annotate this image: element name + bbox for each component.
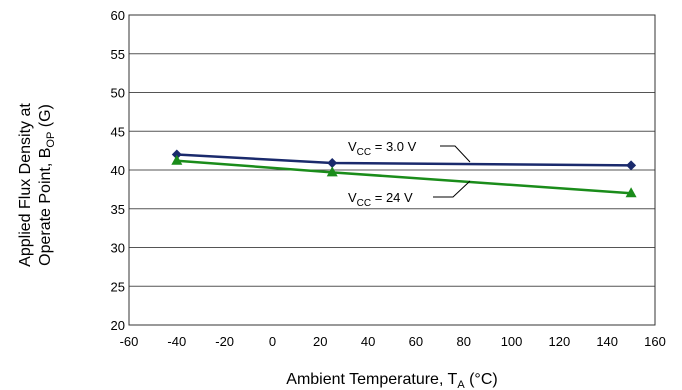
series-1	[171, 149, 637, 171]
data-point-diamond	[327, 158, 338, 169]
y-tick-label: 40	[111, 163, 125, 178]
y-tick-labels: 20 25 30 35 40 45 50 55 60	[111, 8, 125, 333]
series-label-sub: CC	[357, 198, 371, 209]
series-label-main: V	[348, 139, 357, 154]
y-axis-title-line2: Operate Point, BOP (G)	[37, 104, 57, 266]
x-axis-title-main: Ambient Temperature, T	[286, 371, 457, 388]
x-tick-label: 100	[501, 334, 523, 349]
x-tick-label: 60	[409, 334, 423, 349]
x-axis-title-tail: (°C)	[465, 371, 498, 388]
series-line	[176, 153, 632, 167]
data-point-triangle	[171, 154, 183, 165]
series-label-sub: CC	[357, 147, 371, 158]
data-point-diamond	[626, 160, 637, 171]
y-tick-label: 35	[111, 202, 125, 217]
leader-line	[440, 145, 471, 163]
x-tick-label: -60	[120, 334, 139, 349]
x-tick-label: -40	[167, 334, 186, 349]
x-tick-label: 80	[456, 334, 470, 349]
x-tick-label: 20	[313, 334, 327, 349]
y-tick-label: 60	[111, 8, 125, 23]
data-point-diamond	[171, 149, 182, 160]
series-label-main: V	[348, 190, 357, 205]
y-tick-label: 25	[111, 279, 125, 294]
series-label-1: VCC = 3.0 V	[348, 139, 417, 158]
y-axis-title-line2-tail: (G)	[37, 104, 54, 132]
y-axis-title-line2-sub: OP	[45, 132, 57, 148]
gridlines	[129, 53, 655, 287]
data-point-triangle	[625, 187, 637, 198]
y-tick-label: 20	[111, 318, 125, 333]
plot-frame	[128, 14, 656, 326]
x-tick-label: 140	[596, 334, 618, 349]
y-tick-label: 30	[111, 241, 125, 256]
series-label-tail: = 24 V	[371, 190, 413, 205]
leader-line	[433, 180, 471, 198]
y-tick-label: 50	[111, 86, 125, 101]
x-tick-labels: -60 -40 -20 0 20 40 60 80 100 120 140 160	[120, 334, 666, 349]
y-tick-label: 45	[111, 124, 125, 139]
series-label-tail: = 3.0 V	[371, 139, 416, 154]
y-tick-label: 55	[111, 47, 125, 62]
x-tick-label: 120	[549, 334, 571, 349]
x-axis-title: Ambient Temperature, TA (°C)	[286, 371, 497, 390]
series-2	[171, 154, 637, 198]
y-axis-title-line1: Applied Flux Density at	[17, 103, 34, 267]
x-tick-label: -20	[215, 334, 234, 349]
series-label-2: VCC = 24 V	[348, 190, 413, 209]
series-lines	[171, 149, 637, 198]
x-tick-label: 40	[361, 334, 375, 349]
plot-border	[128, 14, 656, 326]
data-point-triangle	[326, 166, 338, 177]
x-tick-label: 160	[644, 334, 666, 349]
y-axis-title-line2-main: Operate Point, B	[37, 148, 54, 266]
x-tick-label: 0	[269, 334, 276, 349]
x-axis-title-sub: A	[457, 379, 465, 390]
